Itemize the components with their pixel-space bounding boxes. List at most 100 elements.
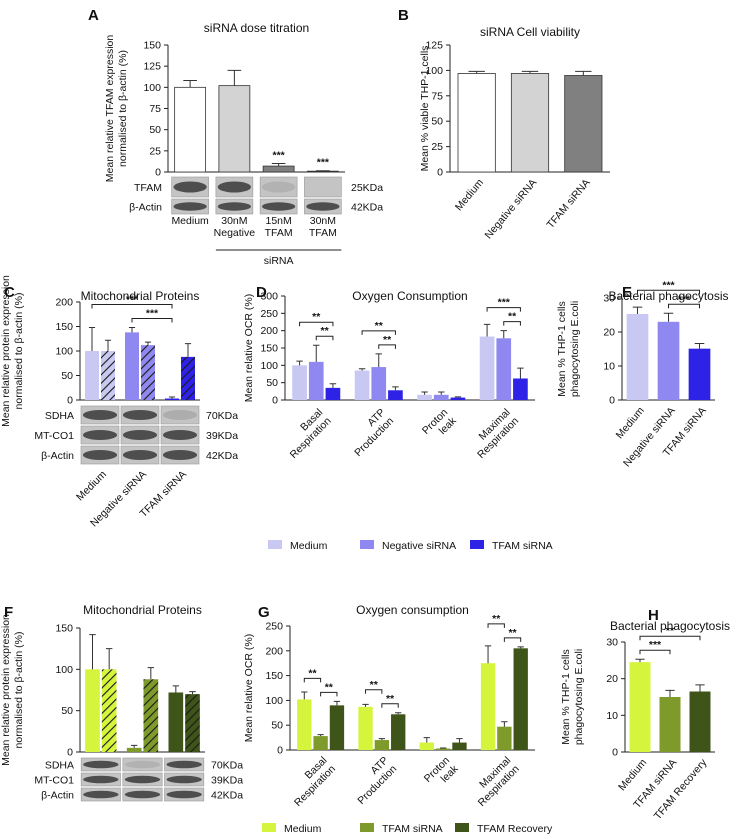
- error-bar: [500, 330, 507, 339]
- significance-label: **: [320, 325, 329, 337]
- blot-band: [83, 790, 119, 799]
- y-tick-label: 125: [425, 40, 443, 52]
- bar: [126, 747, 142, 752]
- bar: [292, 365, 307, 400]
- error-bar: [421, 391, 428, 395]
- significance-label: **: [492, 613, 501, 625]
- significance-bracket: [503, 321, 521, 326]
- y-axis-label: Mean relative OCR (%): [243, 294, 255, 403]
- y-tick-label: 0: [67, 395, 73, 407]
- y-tick-label: 250: [265, 621, 283, 633]
- y-tick-label: 0: [437, 167, 443, 179]
- bar: [297, 699, 312, 750]
- significance-bracket: [637, 289, 700, 295]
- error-bar: [358, 368, 366, 371]
- bar: [689, 691, 711, 752]
- bar: [143, 679, 159, 752]
- significance-label: **: [383, 334, 392, 346]
- legend-swatch: [360, 540, 374, 549]
- x-tick-label: TFAM siRNA: [545, 177, 593, 231]
- significance-label: ***: [649, 639, 662, 651]
- error-bar: [517, 646, 524, 649]
- blot-lane: [259, 176, 298, 198]
- panel-letter: E: [622, 284, 632, 301]
- significance-label: **: [308, 667, 317, 679]
- bar: [174, 86, 207, 173]
- blot-band: [166, 790, 202, 799]
- y-tick-label: 125: [143, 61, 161, 73]
- error-bar: [313, 344, 320, 362]
- bar: [419, 742, 434, 750]
- significance-label: ***: [126, 293, 139, 305]
- significance-bracket: [378, 344, 396, 349]
- error-bar: [484, 645, 492, 664]
- bar: [141, 345, 155, 400]
- y-tick-label: 0: [155, 167, 161, 179]
- error-bar: [88, 326, 96, 351]
- legend-label: TFAM siRNA: [382, 823, 443, 835]
- significance-bracket: [303, 677, 322, 683]
- blot-band: [162, 450, 198, 460]
- error-bar: [468, 70, 485, 74]
- significance-bracket: [365, 689, 383, 694]
- bar: [657, 321, 680, 400]
- error-bar: [438, 391, 445, 395]
- y-tick-label: 100: [55, 346, 73, 358]
- blot-band: [122, 410, 158, 420]
- panel-letter: F: [4, 604, 13, 621]
- y-tick-label: 0: [272, 395, 278, 407]
- significance-label: ***: [317, 157, 330, 169]
- error-bar: [663, 312, 674, 322]
- bar: [433, 394, 449, 400]
- error-bar: [483, 323, 491, 337]
- blot-size-label: 25KDa: [351, 182, 383, 194]
- blot-band: [217, 181, 252, 193]
- error-bar: [172, 685, 180, 693]
- panel-letter: H: [648, 607, 659, 624]
- bar: [218, 85, 251, 173]
- y-tick-label: 75: [431, 90, 443, 102]
- blot-lane: [160, 405, 200, 425]
- bar: [435, 748, 451, 750]
- bar: [510, 73, 550, 173]
- bar: [101, 669, 117, 752]
- error-bar: [665, 689, 675, 697]
- blot-band: [82, 430, 118, 440]
- y-tick-label: 50: [271, 720, 283, 732]
- blot-row-label: SDHA: [45, 760, 74, 772]
- error-bar: [395, 712, 402, 715]
- x-tick-label: TFAM Recovery: [652, 756, 710, 822]
- bar: [371, 367, 387, 400]
- error-bar: [333, 700, 341, 706]
- bar: [457, 73, 496, 173]
- bar: [688, 348, 711, 400]
- significance-bracket: [487, 623, 505, 628]
- bar: [629, 662, 651, 752]
- y-tick-label: 30: [603, 293, 615, 305]
- significance-label: **: [375, 320, 384, 332]
- y-tick-label: 150: [55, 321, 73, 333]
- bar: [388, 390, 403, 400]
- significance-label: **: [666, 625, 675, 637]
- chart-title: Mitochondrial Proteins: [83, 603, 202, 617]
- blot-band: [166, 775, 202, 784]
- chart-title: Bacterial phagocytosis: [608, 289, 728, 303]
- bar: [480, 663, 496, 750]
- panel-letter: G: [258, 604, 270, 621]
- x-tick-label: 15nM: [265, 215, 291, 227]
- legend-label: Negative siRNA: [382, 540, 456, 552]
- blot-lane: [304, 176, 342, 198]
- bar: [417, 394, 432, 400]
- significance-label: **: [325, 681, 334, 693]
- error-bar: [227, 69, 242, 86]
- blot-size-label: 42KDa: [211, 790, 243, 802]
- significance-label: ***: [498, 297, 511, 309]
- blot-band: [83, 760, 119, 769]
- significance-bracket: [639, 635, 701, 641]
- bar: [450, 397, 466, 400]
- bar: [354, 370, 370, 400]
- significance-bracket: [503, 637, 522, 642]
- error-bar: [144, 341, 152, 346]
